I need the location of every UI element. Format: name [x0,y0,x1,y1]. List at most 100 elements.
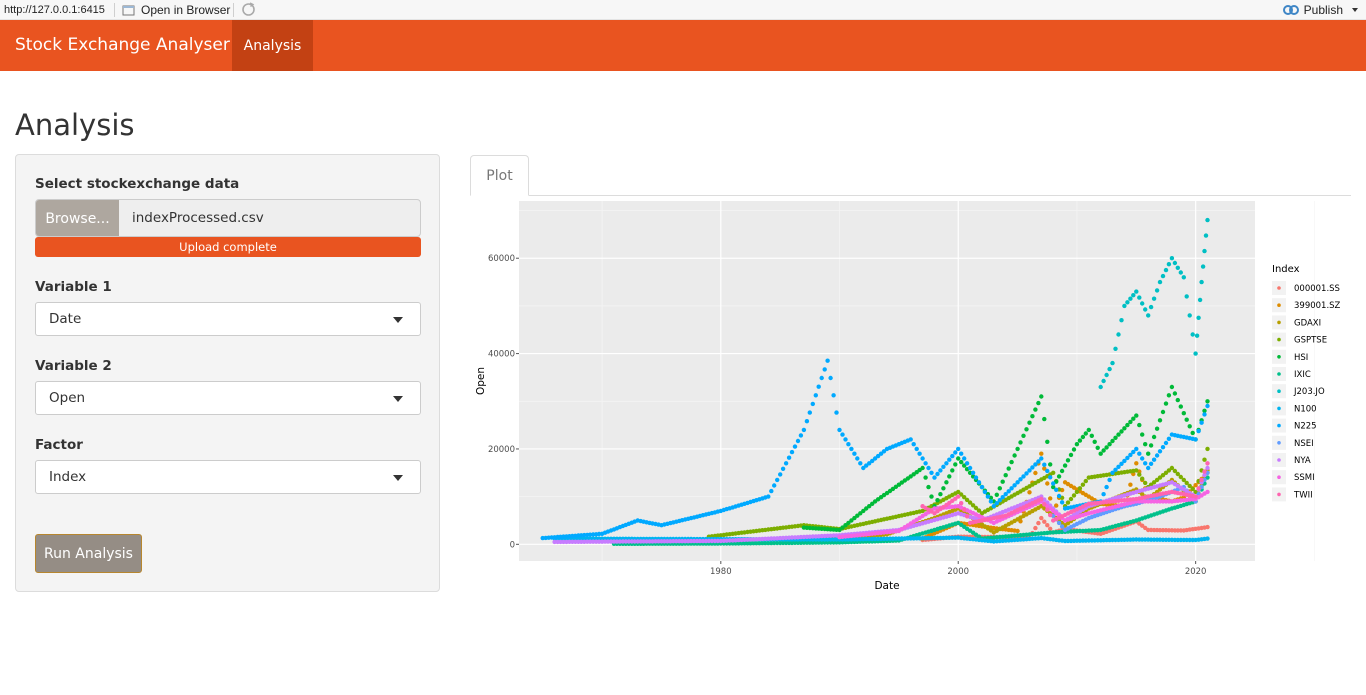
data-point [979,484,985,490]
data-point [1045,439,1050,444]
data-point [1199,420,1204,425]
data-point [920,456,925,461]
data-point [1143,480,1148,486]
data-point [1131,449,1136,455]
data-point [1166,468,1172,473]
data-point [976,508,982,513]
data-point [1157,279,1163,285]
data-point [1033,525,1038,531]
data-point [1181,275,1186,280]
file-name-field[interactable]: indexProcessed.csv [132,210,264,226]
data-point [1172,468,1178,474]
data-point [1134,413,1139,418]
data-point [1157,449,1163,454]
data-point [1110,360,1115,366]
chevron-down-icon [393,317,403,323]
data-point [1151,480,1157,485]
legend-label: 000001.SS [1294,284,1340,294]
data-point [1015,446,1020,452]
data-point [967,500,973,505]
data-point [994,492,999,497]
data-point [1125,300,1130,305]
data-point [867,504,872,509]
data-points [540,217,1210,546]
data-point [1018,440,1023,445]
data-point [881,449,887,454]
publish-button[interactable]: Publish [1282,3,1358,17]
refresh-icon[interactable] [241,2,256,20]
file-input[interactable]: Browse... indexProcessed.csv [35,199,421,237]
data-point [959,501,964,506]
data-point [929,470,934,475]
data-point [1146,451,1151,456]
data-point [932,475,937,480]
data-point [1012,483,1017,488]
data-point [1181,411,1186,416]
browse-button[interactable]: Browse... [36,200,119,236]
open-window-icon [122,5,135,16]
data-point [1193,483,1198,488]
data-point [1027,490,1032,495]
data-point [1205,217,1210,223]
data-point [929,494,934,499]
data-point [819,375,824,381]
data-point [1140,432,1145,437]
legend-title: Index [1272,264,1300,275]
data-point [1163,470,1169,475]
data-point [1160,445,1166,450]
data-point [822,367,827,372]
data-point [852,515,857,521]
data-point [1056,520,1062,526]
data-point [1205,461,1210,466]
legend-label: SSMI [1294,473,1315,483]
data-point [1143,461,1148,466]
data-point [1134,468,1139,473]
data-point [1181,477,1186,483]
data-point [1190,486,1195,492]
data-point [1193,489,1198,495]
legend-key [1277,355,1281,359]
factor-select[interactable]: Index [35,460,421,494]
variable2-select[interactable]: Open [35,381,421,415]
data-point [807,410,812,415]
data-point [1172,260,1178,266]
data-point [1205,475,1210,480]
data-point [1107,477,1112,483]
data-point [953,462,958,467]
data-point [1065,458,1071,463]
data-point [1196,486,1201,491]
data-point [1119,318,1124,323]
data-point [964,461,970,466]
tab-plot[interactable]: Plot [470,155,529,196]
variable1-select[interactable]: Date [35,302,421,336]
data-point [1187,313,1192,318]
data-point [1107,442,1112,447]
data-point [1143,307,1148,312]
x-tick-label: 2020 [1185,567,1207,577]
data-point [1098,384,1103,390]
data-point [1027,468,1032,473]
data-point [1045,468,1050,474]
tab-analysis[interactable]: Analysis [232,20,313,71]
chevron-down-icon [1352,8,1358,12]
open-in-browser-button[interactable]: Open in Browser [122,3,230,17]
data-point [956,446,961,452]
data-point [864,506,869,511]
data-point [1146,313,1151,318]
data-point [1178,404,1183,409]
y-tick-label: 40000 [488,350,515,360]
data-point [1074,489,1080,495]
data-point [1128,482,1133,487]
data-point [1151,296,1157,301]
data-point [772,483,777,488]
run-analysis-button[interactable]: Run Analysis [35,534,142,573]
data-point [1122,303,1127,309]
app-brand[interactable]: Stock Exchange Analyser [15,35,230,55]
data-point [953,450,958,455]
data-point [1160,473,1166,478]
data-point [1137,451,1142,456]
legend-key [1277,492,1281,497]
data-point [1116,332,1121,337]
data-point [780,466,786,471]
data-point [1197,297,1203,303]
